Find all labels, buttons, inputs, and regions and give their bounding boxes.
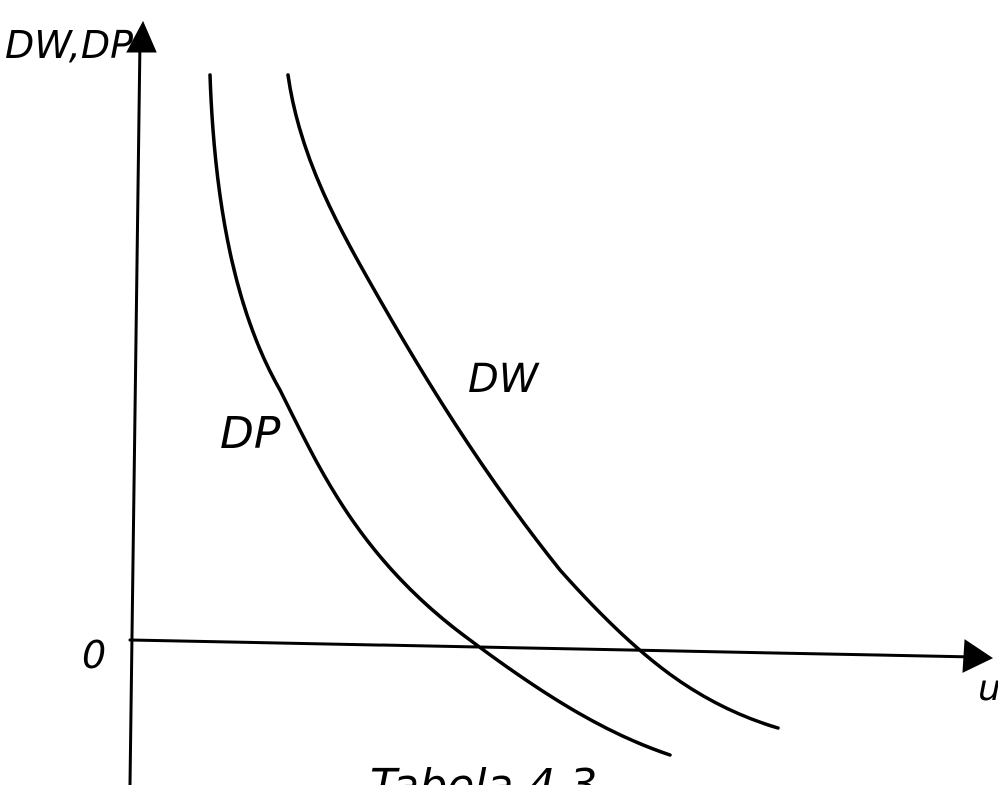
dp-curve (208, 73, 672, 757)
origin-label: 0 (82, 633, 106, 677)
x-axis (128, 638, 977, 659)
dp-label: DP (220, 408, 281, 459)
y-axis-arrow (126, 20, 157, 53)
caption: Tabela 4.3 (370, 760, 597, 785)
x-axis-arrow (962, 639, 994, 673)
y-axis-label: DW,DP (5, 23, 133, 67)
dw-label: DW (468, 356, 540, 402)
x-axis-label: u (978, 668, 998, 709)
dw-curve (286, 73, 780, 730)
y-axis (128, 38, 142, 785)
